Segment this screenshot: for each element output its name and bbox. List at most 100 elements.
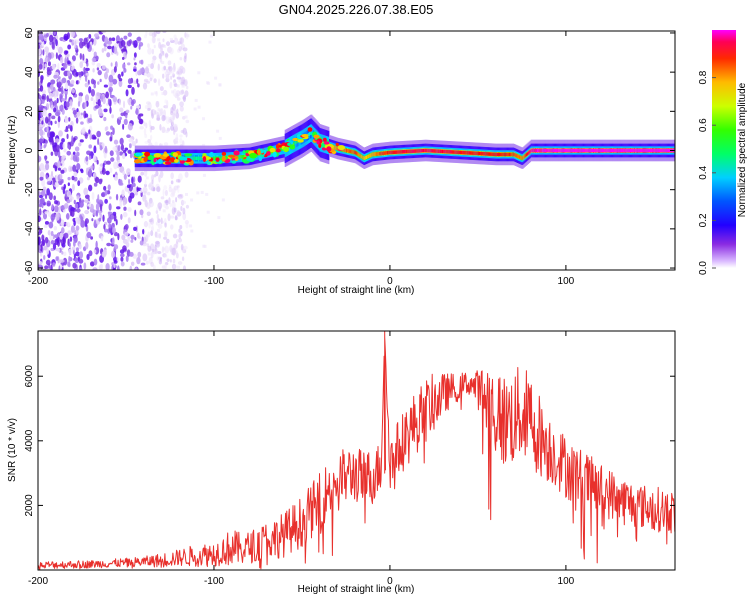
heatmap-noise-cell xyxy=(180,230,183,237)
heatmap-noise-cell xyxy=(165,205,169,210)
heatmap-signal-cell xyxy=(343,148,346,152)
heatmap-noise-cell xyxy=(184,171,189,178)
heatmap-signal-cell xyxy=(200,156,202,161)
heatmap-noise-cell xyxy=(153,44,156,49)
heatmap-noise-cell xyxy=(99,145,103,151)
heatmap-signal-cell xyxy=(513,152,516,157)
heatmap-signal-cell xyxy=(418,149,421,153)
heatmap-noise-cell xyxy=(48,34,54,43)
heatmap-noise-cell xyxy=(71,107,76,111)
heatmap-signal-cell xyxy=(386,151,388,155)
heatmap-signal-cell xyxy=(623,148,626,153)
heatmap-noise-cell xyxy=(72,262,77,269)
heatmap-signal-cell xyxy=(256,153,258,157)
heatmap-noise-cell xyxy=(40,76,43,84)
heatmap-noise-cell xyxy=(108,223,112,229)
heatmap-noise-cell xyxy=(59,173,63,180)
heatmap-noise-cell xyxy=(93,172,97,178)
heatmap-noise-cell xyxy=(98,209,101,216)
heatmap-sparse-cell xyxy=(160,143,164,147)
heatmap-signal-cell xyxy=(464,150,466,155)
heatmap-noise-cell xyxy=(61,98,66,102)
heatmap-noise-cell xyxy=(121,234,126,241)
heatmap-noise-cell xyxy=(160,220,164,224)
heatmap-signal-cell xyxy=(245,154,248,159)
heatmap-signal-cell xyxy=(371,153,373,157)
heatmap-noise-cell xyxy=(99,78,102,83)
heatmap-signal-cell xyxy=(586,148,589,153)
heatmap-noise-cell xyxy=(81,199,85,203)
colorbar-ticks: 0.0 0.2 0.4 0.6 0.8 xyxy=(698,70,716,275)
heatmap-noise-cell xyxy=(179,90,185,95)
heatmap-noise-cell xyxy=(67,60,71,65)
heatmap-noise-cell xyxy=(123,45,127,52)
heatmap-noise-cell xyxy=(98,264,102,270)
heatmap-signal-cell xyxy=(506,152,508,157)
heatmap-noise-cell xyxy=(52,164,56,169)
heatmap-sparse-cell xyxy=(154,91,158,95)
heatmap-noise-cell xyxy=(70,79,75,85)
heatmap-signal-cell xyxy=(549,148,552,153)
heatmap-noise-cell xyxy=(150,109,154,117)
heatmap-noise-cell xyxy=(170,111,174,116)
heatmap-noise-cell xyxy=(75,251,80,257)
heatmap-signal-blob xyxy=(337,145,346,151)
heatmap-noise-cell xyxy=(171,188,176,196)
heatmap-signal-cell xyxy=(519,155,521,159)
heatmap-noise-cell xyxy=(50,239,55,245)
heatmap-noise-cell xyxy=(138,118,143,125)
heatmap-noise-cell xyxy=(176,76,182,80)
heatmap-noise-cell xyxy=(52,234,55,240)
heatmap-noise-cell xyxy=(41,120,44,125)
heatmap-noise-cell xyxy=(175,178,180,183)
heatmap-noise-cell xyxy=(38,194,44,199)
heatmap-signal-cell xyxy=(665,148,668,153)
spectrogram-y-axis-label: Frequency (Hz) xyxy=(7,116,18,185)
heatmap-signal-cell xyxy=(434,149,437,153)
heatmap-noise-cell xyxy=(128,178,131,185)
heatmap-noise-cell xyxy=(135,267,138,270)
heatmap-noise-cell xyxy=(75,80,79,85)
heatmap-signal-cell xyxy=(457,150,460,155)
heatmap-noise-cell xyxy=(57,62,60,71)
heatmap-noise-cell xyxy=(89,132,92,141)
heatmap-signal-cell xyxy=(411,149,413,154)
heatmap-noise-cell xyxy=(67,144,71,149)
heatmap-noise-cell xyxy=(118,98,121,106)
heatmap-noise-cell xyxy=(133,68,137,72)
heatmap-noise-cell xyxy=(134,209,137,217)
heatmap-noise-cell xyxy=(86,61,89,67)
heatmap-noise-cell xyxy=(179,134,183,138)
heatmap-noise-cell xyxy=(118,163,122,167)
heatmap-noise-cell xyxy=(84,75,88,82)
heatmap-noise-cell xyxy=(109,167,113,173)
heatmap-noise-cell xyxy=(52,242,57,250)
heatmap-noise-cell xyxy=(109,136,113,142)
heatmap-signal-cell xyxy=(458,150,461,155)
heatmap-noise-cell xyxy=(184,90,189,97)
heatmap-noise-cell xyxy=(93,249,97,254)
heatmap-signal-cell xyxy=(442,149,444,154)
heatmap-noise-cell xyxy=(73,171,78,177)
heatmap-noise-cell xyxy=(39,203,42,208)
heatmap-noise-cell xyxy=(50,79,56,85)
heatmap-noise-cell xyxy=(125,114,128,119)
heatmap-sparse-cell xyxy=(176,84,180,88)
heatmap-noise-cell xyxy=(78,267,83,270)
heatmap-noise-cell xyxy=(83,262,87,270)
heatmap-noise-cell xyxy=(43,224,48,228)
heatmap-sparse-cell xyxy=(202,173,206,177)
spectrogram-marks xyxy=(38,31,675,270)
heatmap-noise-cell xyxy=(72,164,77,172)
heatmap-noise-cell xyxy=(139,68,142,76)
heatmap-noise-cell xyxy=(145,31,148,37)
heatmap-noise-cell xyxy=(49,84,53,90)
heatmap-signal-cell xyxy=(520,155,522,160)
heatmap-signal-cell xyxy=(240,155,242,159)
heatmap-noise-cell xyxy=(176,97,181,101)
heatmap-signal-cell xyxy=(580,148,582,153)
heatmap-noise-cell xyxy=(174,37,179,45)
heatmap-noise-cell xyxy=(93,33,99,38)
heatmap-noise-cell xyxy=(57,160,61,167)
heatmap-noise-cell xyxy=(78,92,84,97)
